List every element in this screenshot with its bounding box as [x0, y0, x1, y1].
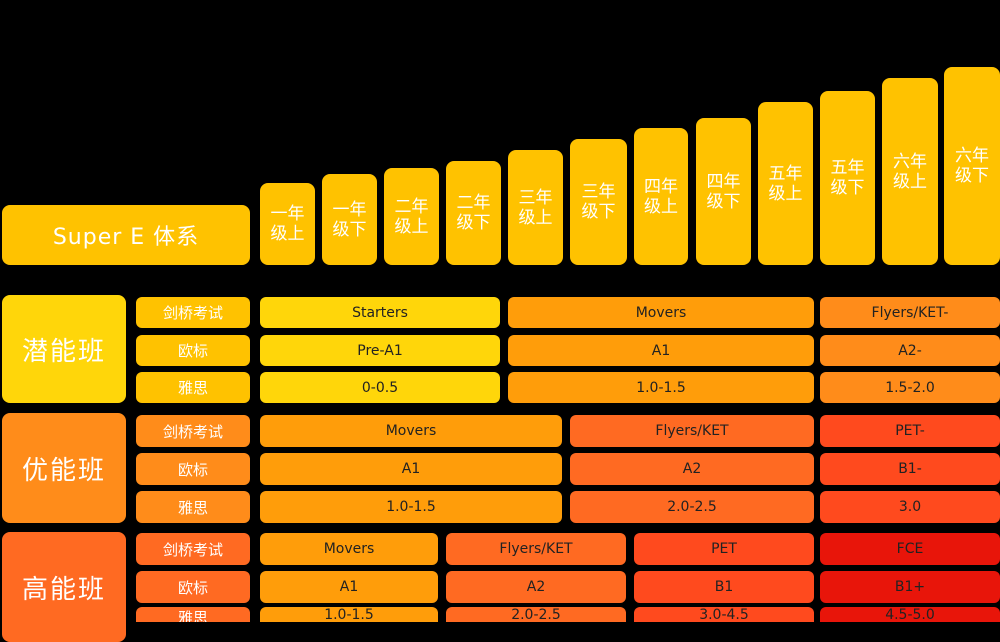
cell-ielts: 2.0-2.5 [446, 607, 626, 622]
grade-6a: 六年级上 [882, 78, 938, 265]
grade-5a: 五年级上 [758, 102, 813, 265]
grade-5b: 五年级下 [820, 91, 875, 265]
cell-cefr: A1 [260, 571, 438, 603]
cell-cefr: A2- [820, 335, 1000, 366]
cell-cefr: A2 [446, 571, 626, 603]
row-label-cambridge: 剑桥考试 [136, 533, 250, 565]
grade-6b: 六年级下 [944, 67, 1000, 265]
cell-cambridge: Starters [260, 297, 500, 328]
cell-cefr: A2 [570, 453, 814, 485]
cell-cefr: A1 [508, 335, 814, 366]
grade-4a: 四年级上 [634, 128, 688, 265]
cell-cefr: A1 [260, 453, 562, 485]
cell-cefr: B1+ [820, 571, 1000, 603]
grade-1b: 一年级下 [322, 174, 377, 265]
cell-cambridge: Flyers/KET [446, 533, 626, 565]
cell-ielts: 3.0-4.5 [634, 607, 814, 622]
cell-cambridge: Movers [260, 533, 438, 565]
cell-cefr: B1 [634, 571, 814, 603]
class-gaoneng: 高能班 [2, 532, 126, 642]
grade-4b: 四年级下 [696, 118, 751, 265]
row-label-ielts: 雅思 [136, 491, 250, 523]
row-label-cambridge: 剑桥考试 [136, 297, 250, 328]
class-youneng: 优能班 [2, 413, 126, 523]
cell-cambridge: FCE [820, 533, 1000, 565]
cell-ielts: 1.0-1.5 [508, 372, 814, 403]
cell-cambridge: PET- [820, 415, 1000, 447]
class-qianneng: 潜能班 [2, 295, 126, 403]
cell-ielts: 3.0 [820, 491, 1000, 523]
cell-cefr: Pre-A1 [260, 335, 500, 366]
cell-cambridge: Flyers/KET- [820, 297, 1000, 328]
cell-ielts: 1.0-1.5 [260, 491, 562, 523]
cell-cambridge: Flyers/KET [570, 415, 814, 447]
grade-2b: 二年级下 [446, 161, 501, 265]
cell-ielts: 2.0-2.5 [570, 491, 814, 523]
system-title: Super E 体系 [2, 205, 250, 265]
grade-2a: 二年级上 [384, 168, 439, 265]
grade-3b: 三年级下 [570, 139, 627, 265]
row-label-ielts: 雅思 [136, 372, 250, 403]
row-label-cefr: 欧标 [136, 571, 250, 603]
cell-cambridge: PET [634, 533, 814, 565]
grade-1a: 一年级上 [260, 183, 315, 265]
cell-ielts: 1.5-2.0 [820, 372, 1000, 403]
row-label-cefr: 欧标 [136, 453, 250, 485]
cell-cambridge: Movers [508, 297, 814, 328]
row-label-ielts: 雅思 [136, 607, 250, 622]
cell-ielts: 0-0.5 [260, 372, 500, 403]
cell-cambridge: Movers [260, 415, 562, 447]
cell-ielts: 1.0-1.5 [260, 607, 438, 622]
row-label-cambridge: 剑桥考试 [136, 415, 250, 447]
cell-cefr: B1- [820, 453, 1000, 485]
cell-ielts: 4.5-5.0 [820, 607, 1000, 622]
row-label-cefr: 欧标 [136, 335, 250, 366]
grade-3a: 三年级上 [508, 150, 563, 265]
